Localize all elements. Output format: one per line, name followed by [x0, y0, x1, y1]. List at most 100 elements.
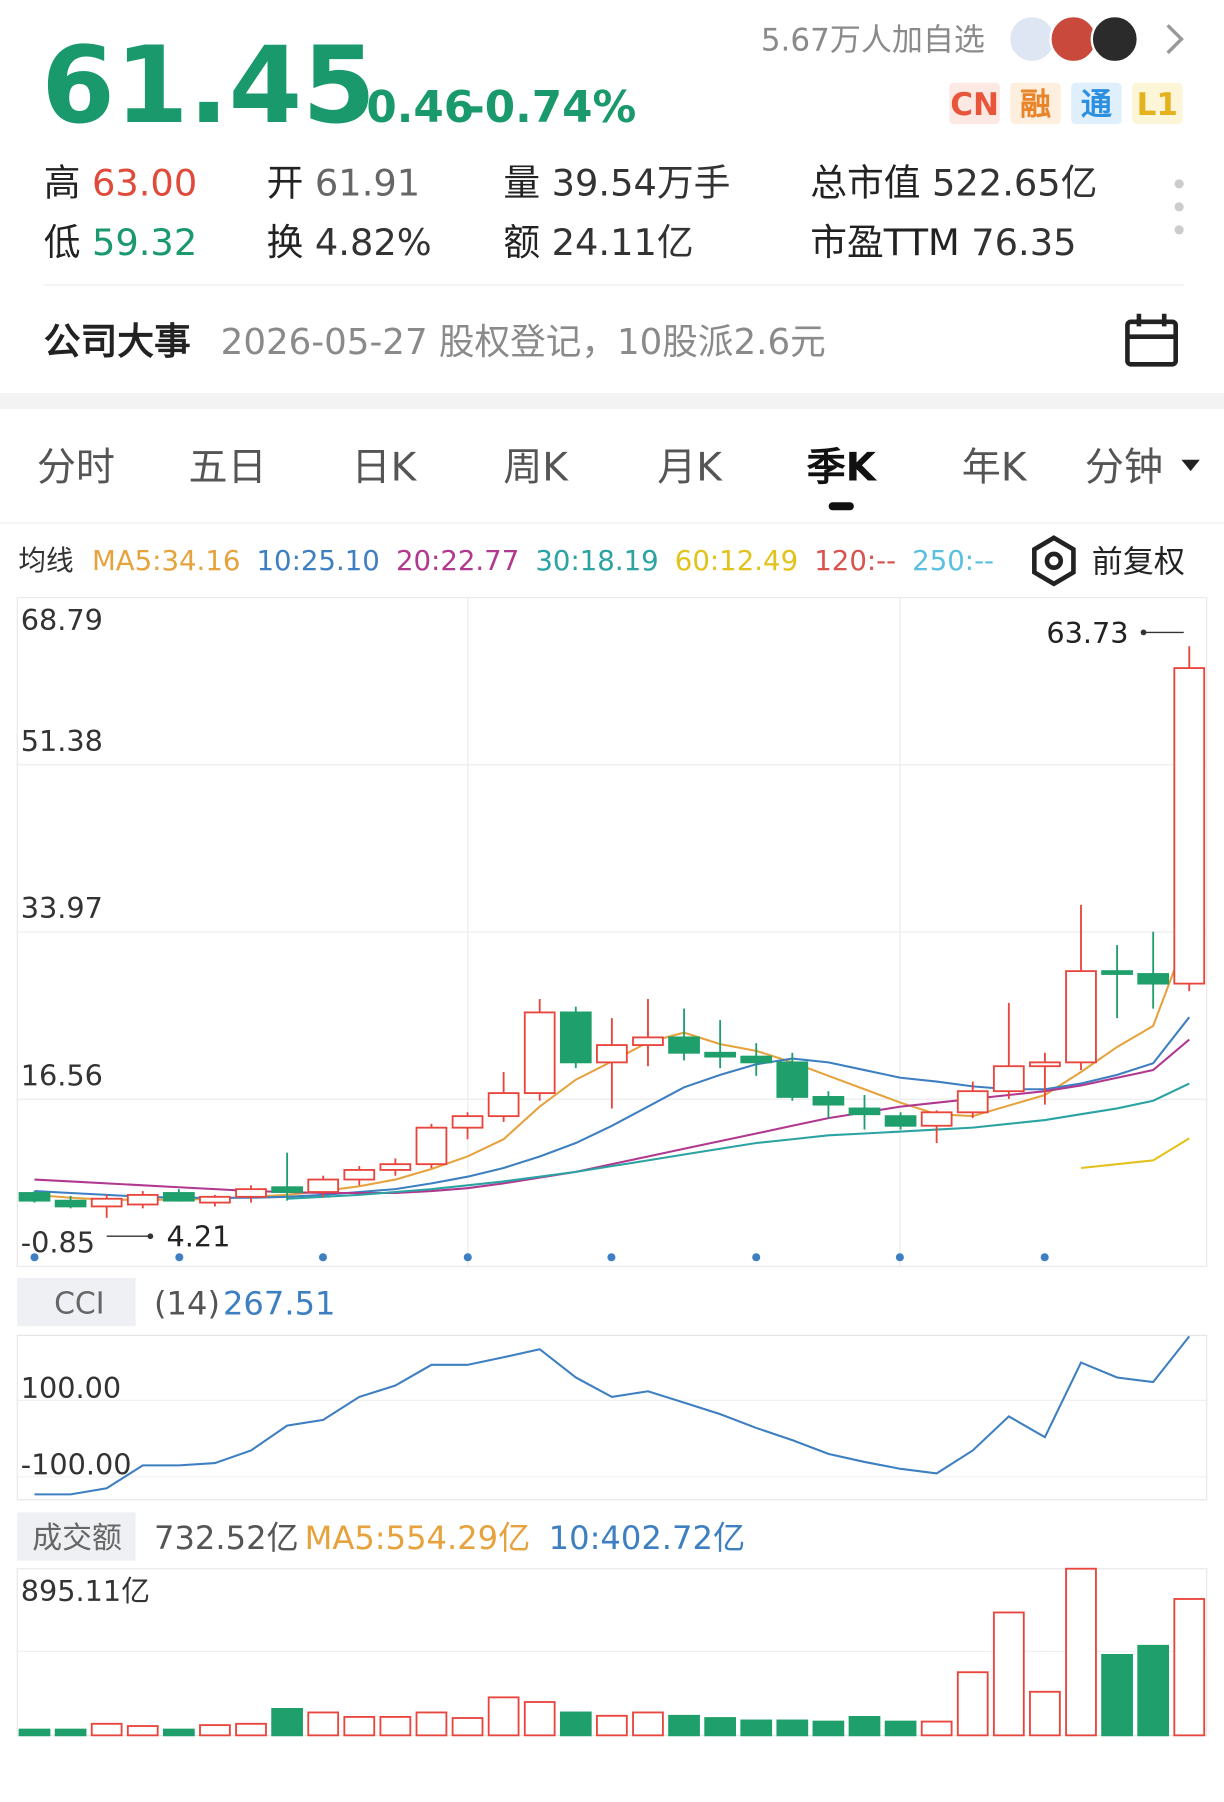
- volume-ma-label: MA5:554.29亿: [305, 1519, 531, 1557]
- volume-bar: [18, 1728, 51, 1737]
- adjust-icon[interactable]: [1032, 535, 1076, 587]
- tab[interactable]: 分时: [37, 445, 115, 490]
- tab[interactable]: 分钟: [1085, 445, 1163, 490]
- stat-value: 59.32: [92, 221, 197, 264]
- y-tick-label: 51.38: [21, 724, 103, 758]
- volume-bar: [1101, 1654, 1133, 1737]
- candle-body: [307, 1178, 340, 1193]
- stat-label: 市盈TTM: [810, 221, 960, 264]
- tab[interactable]: 周K: [503, 445, 569, 490]
- ma-legend-item: 250:--: [912, 544, 994, 577]
- candle-body: [956, 1090, 989, 1114]
- volume-bar: [559, 1711, 592, 1737]
- stat-value: 76.35: [971, 221, 1076, 264]
- tag: L1: [1137, 87, 1178, 123]
- ma-line: [34, 1038, 1190, 1195]
- y-tick-label: 16.56: [21, 1058, 103, 1092]
- tags: CN 融通 L1: [949, 82, 1183, 125]
- volume-label: 成交额: [32, 1521, 122, 1556]
- volume-bar: [956, 1671, 989, 1737]
- change-pct: -0.74%: [467, 82, 637, 133]
- calendar-icon[interactable]: [1125, 313, 1178, 367]
- candle-body: [487, 1092, 520, 1118]
- ma-legend: MA5:34.16 10:25.10 20:22.77 30:18.19 60:12.4…: [92, 544, 994, 577]
- candle-body: [523, 1011, 556, 1095]
- more[interactable]: [1174, 179, 1184, 235]
- volume-bar: [199, 1724, 231, 1737]
- tab[interactable]: 月K: [657, 445, 723, 490]
- candle-body: [920, 1111, 953, 1127]
- volume-bar: [704, 1717, 737, 1737]
- volume-bar: [379, 1715, 412, 1737]
- volume-bar: [451, 1717, 484, 1737]
- volume-bar: [307, 1711, 340, 1737]
- candle-body: [415, 1126, 448, 1166]
- volume-bar: [596, 1714, 628, 1737]
- cci-box[interactable]: [17, 1277, 136, 1327]
- volume-bar: [162, 1728, 195, 1737]
- volume-bar: [54, 1728, 87, 1737]
- stat-label: 低: [44, 221, 81, 264]
- tab[interactable]: 年K: [962, 445, 1028, 490]
- volume-bar: [1137, 1644, 1170, 1737]
- candle-body: [559, 1011, 592, 1064]
- ma-legend-item: 10:25.10: [257, 544, 380, 577]
- stat-label: 换: [267, 221, 304, 264]
- y-tick-label: -100.00: [21, 1448, 132, 1482]
- candle-body: [18, 1192, 51, 1202]
- tabs: 分时 五日 日K 周K 月K 季K 年K 分钟: [37, 445, 1200, 511]
- separator: [0, 393, 1224, 410]
- ma-legend-label: 均线: [18, 544, 73, 577]
- y-tick-label: 100.00: [21, 1371, 122, 1405]
- tag-bg: [1010, 82, 1061, 125]
- candle-body: [992, 1065, 1025, 1093]
- ma-line: [287, 1082, 1190, 1200]
- y-tick-label: 33.97: [21, 891, 103, 925]
- candle-body: [668, 1036, 700, 1054]
- tab-indicator: [828, 502, 854, 511]
- stat-label: 额: [503, 221, 540, 264]
- volume-ma-label: 10:402.72亿: [549, 1519, 745, 1557]
- watchers[interactable]: 5.67万人加自选: [761, 23, 985, 59]
- stat-label: 高: [44, 161, 81, 204]
- y-tick-label: 895.11亿: [21, 1574, 150, 1608]
- stat-value: 522.65亿: [932, 161, 1097, 204]
- candle-body: [812, 1096, 845, 1106]
- candle-body: [271, 1186, 303, 1193]
- volume-bar: [415, 1711, 448, 1737]
- cci-param: (14): [154, 1285, 220, 1323]
- tab[interactable]: 季K: [807, 445, 878, 490]
- cci-label: CCI: [54, 1287, 105, 1322]
- stat-label: 总市值: [810, 161, 920, 204]
- candle-body: [1029, 1061, 1061, 1068]
- volume-chart: 895.11亿: [17, 1567, 1207, 1737]
- adjust[interactable]: 前复权: [1092, 544, 1185, 580]
- event-text[interactable]: 2026-05-27 股权登记，10股派2.6元: [221, 322, 826, 363]
- cci-value: 267.51: [223, 1285, 336, 1323]
- candle-body: [1101, 970, 1133, 975]
- volume-current: 732.52亿: [154, 1519, 299, 1557]
- candle-body: [199, 1195, 231, 1204]
- volume-bar: [812, 1720, 845, 1737]
- ma-legend-item: 60:12.49: [675, 544, 798, 577]
- stat-value: 4.82%: [315, 221, 432, 264]
- tab[interactable]: 日K: [352, 445, 418, 490]
- avatars: [1007, 14, 1139, 64]
- y-tick-label: -0.85: [21, 1226, 95, 1260]
- tag: 融: [1020, 87, 1051, 123]
- ma-line: [1080, 1137, 1190, 1169]
- volume-box[interactable]: [17, 1512, 136, 1561]
- candle-body: [1173, 667, 1206, 985]
- chevron[interactable]: [1166, 24, 1184, 55]
- volume-bar: [1065, 1567, 1097, 1737]
- volume-bar: [884, 1720, 917, 1737]
- volume-bar: [523, 1701, 556, 1737]
- low-dot: [147, 1233, 154, 1240]
- volume-bar: [126, 1725, 159, 1737]
- tab[interactable]: 五日: [189, 445, 267, 490]
- volume-bar: [235, 1722, 267, 1737]
- volume-bar: [632, 1711, 664, 1737]
- candle-body: [740, 1055, 773, 1064]
- stat-value: 63.00: [92, 161, 197, 204]
- volume-bar: [776, 1719, 809, 1737]
